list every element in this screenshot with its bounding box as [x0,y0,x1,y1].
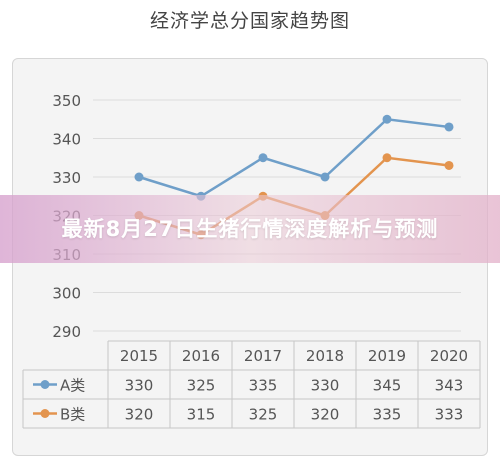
y-tick-label: 350 [52,92,81,110]
x-tick-label: 2019 [368,347,406,365]
legend-marker [40,409,50,418]
data-label: 320 [311,406,340,424]
data-point [444,122,454,132]
chart-title: 经济学总分国家趋势图 [149,10,350,32]
y-tick-label: 300 [52,285,81,303]
data-point [134,172,144,182]
legend-label: B类 [60,406,85,424]
x-tick-label: 2015 [120,347,158,365]
data-point [258,153,268,163]
data-label: 330 [125,377,154,395]
data-label: 335 [373,406,402,424]
data-label: 325 [249,406,278,424]
data-point [382,153,392,163]
data-label: 335 [249,377,278,395]
data-point [444,160,454,170]
headline-banner: 最新8月27日生猪行情深度解析与预测 [0,195,500,263]
data-label: 333 [435,406,464,424]
y-tick-label: 290 [52,323,81,341]
x-tick-label: 2017 [244,347,282,365]
x-tick-label: 2016 [182,347,220,365]
data-label: 330 [311,377,340,395]
y-tick-label: 330 [52,169,81,187]
x-tick-label: 2020 [430,347,468,365]
data-label: 325 [187,377,216,395]
headline-text: 最新8月27日生猪行情深度解析与预测 [61,217,439,241]
y-tick-label: 340 [52,131,81,149]
series-line [138,117,450,198]
data-label: 345 [373,377,402,395]
data-point [382,114,392,124]
data-label: 343 [435,377,464,395]
x-tick-label: 2018 [306,347,344,365]
data-point [320,172,330,182]
legend-label: A类 [60,377,85,395]
legend-marker [40,380,50,389]
data-label: 315 [187,406,216,424]
data-label: 320 [125,406,154,424]
